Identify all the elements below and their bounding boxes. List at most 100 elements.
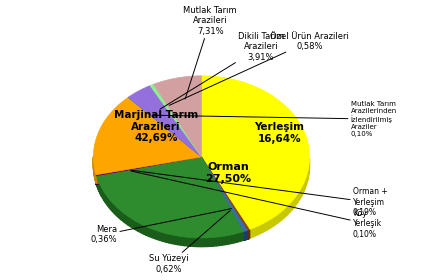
Polygon shape: [128, 97, 202, 157]
Polygon shape: [202, 157, 247, 239]
Polygon shape: [149, 228, 151, 237]
Polygon shape: [231, 234, 234, 243]
Text: Marjinal Tarım
Arazileri
42,69%: Marjinal Tarım Arazileri 42,69%: [114, 110, 198, 143]
Polygon shape: [262, 222, 266, 233]
Polygon shape: [225, 235, 228, 245]
Polygon shape: [112, 202, 114, 213]
Polygon shape: [96, 157, 202, 183]
Polygon shape: [172, 235, 175, 244]
Polygon shape: [258, 224, 262, 235]
Polygon shape: [104, 192, 105, 203]
Polygon shape: [194, 238, 197, 246]
Text: Mutlak Tarım
Arazilerinden
İzlendirilmiş
Araziler
0,10%: Mutlak Tarım Arazilerinden İzlendirilmiş…: [153, 101, 397, 137]
Polygon shape: [197, 238, 200, 247]
Polygon shape: [184, 237, 187, 246]
Polygon shape: [103, 190, 104, 200]
Polygon shape: [169, 234, 172, 244]
Polygon shape: [96, 157, 202, 185]
Polygon shape: [117, 208, 120, 218]
Polygon shape: [96, 157, 202, 183]
Polygon shape: [163, 233, 166, 242]
Polygon shape: [181, 237, 184, 246]
Text: Yerleşim
16,64%: Yerleşim 16,64%: [254, 122, 304, 144]
Text: Özel Ürün Arazileri
0,58%: Özel Ürün Arazileri 0,58%: [169, 32, 349, 105]
Polygon shape: [157, 231, 160, 241]
Polygon shape: [120, 210, 122, 220]
Polygon shape: [202, 157, 247, 239]
Polygon shape: [143, 225, 146, 235]
Polygon shape: [254, 226, 258, 237]
Polygon shape: [274, 215, 277, 226]
Polygon shape: [266, 220, 270, 230]
Polygon shape: [200, 238, 203, 247]
Polygon shape: [154, 76, 202, 157]
Polygon shape: [202, 157, 243, 240]
Polygon shape: [101, 188, 103, 198]
Polygon shape: [98, 181, 99, 192]
Polygon shape: [210, 237, 213, 246]
Polygon shape: [97, 179, 98, 190]
Polygon shape: [122, 211, 124, 222]
Polygon shape: [96, 157, 202, 184]
Polygon shape: [307, 170, 308, 182]
Text: Dikili Tarım
Arazileri
3,91%: Dikili Tarım Arazileri 3,91%: [160, 32, 284, 109]
Polygon shape: [116, 206, 117, 216]
Polygon shape: [96, 157, 202, 176]
Polygon shape: [100, 185, 101, 196]
Polygon shape: [304, 180, 305, 192]
Polygon shape: [133, 220, 135, 230]
Polygon shape: [202, 76, 310, 230]
Polygon shape: [270, 217, 274, 228]
Text: Orman +
Yerleşim
0,19%: Orman + Yerleşim 0,19%: [131, 170, 387, 217]
Polygon shape: [202, 157, 249, 230]
Polygon shape: [154, 230, 157, 239]
Polygon shape: [151, 229, 154, 239]
Polygon shape: [131, 218, 133, 228]
Polygon shape: [150, 84, 202, 157]
Polygon shape: [277, 212, 281, 223]
Polygon shape: [124, 213, 126, 223]
Text: Orman
27,50%: Orman 27,50%: [206, 162, 252, 184]
Polygon shape: [187, 237, 190, 246]
Text: Mera
0,36%: Mera 0,36%: [91, 209, 231, 244]
Polygon shape: [105, 194, 107, 205]
Polygon shape: [249, 228, 254, 238]
Polygon shape: [281, 209, 284, 221]
Polygon shape: [234, 233, 237, 243]
Polygon shape: [293, 197, 295, 209]
Polygon shape: [126, 215, 128, 225]
Polygon shape: [96, 157, 202, 184]
Polygon shape: [99, 183, 100, 194]
Polygon shape: [93, 97, 202, 175]
Polygon shape: [108, 198, 110, 209]
Polygon shape: [206, 238, 210, 246]
Polygon shape: [178, 236, 181, 245]
Polygon shape: [160, 232, 163, 241]
Polygon shape: [202, 157, 247, 232]
Polygon shape: [237, 232, 240, 242]
Polygon shape: [96, 176, 97, 187]
Polygon shape: [128, 216, 131, 227]
Polygon shape: [213, 237, 216, 246]
Polygon shape: [216, 237, 219, 246]
Polygon shape: [290, 200, 293, 212]
Polygon shape: [308, 166, 309, 178]
Polygon shape: [146, 227, 149, 236]
Polygon shape: [141, 224, 143, 234]
Polygon shape: [202, 157, 243, 240]
Polygon shape: [203, 238, 206, 247]
Polygon shape: [135, 221, 138, 231]
Polygon shape: [228, 235, 231, 244]
Polygon shape: [222, 236, 225, 245]
Polygon shape: [219, 237, 222, 246]
Text: Mutlak Tarım
Arazileri
7,31%: Mutlak Tarım Arazileri 7,31%: [183, 6, 237, 99]
Polygon shape: [240, 232, 243, 241]
Polygon shape: [298, 191, 300, 203]
Polygon shape: [202, 157, 249, 238]
Polygon shape: [175, 235, 178, 245]
Polygon shape: [110, 200, 112, 211]
Polygon shape: [96, 157, 202, 185]
Polygon shape: [138, 223, 141, 233]
Polygon shape: [96, 157, 243, 238]
Polygon shape: [302, 184, 304, 196]
